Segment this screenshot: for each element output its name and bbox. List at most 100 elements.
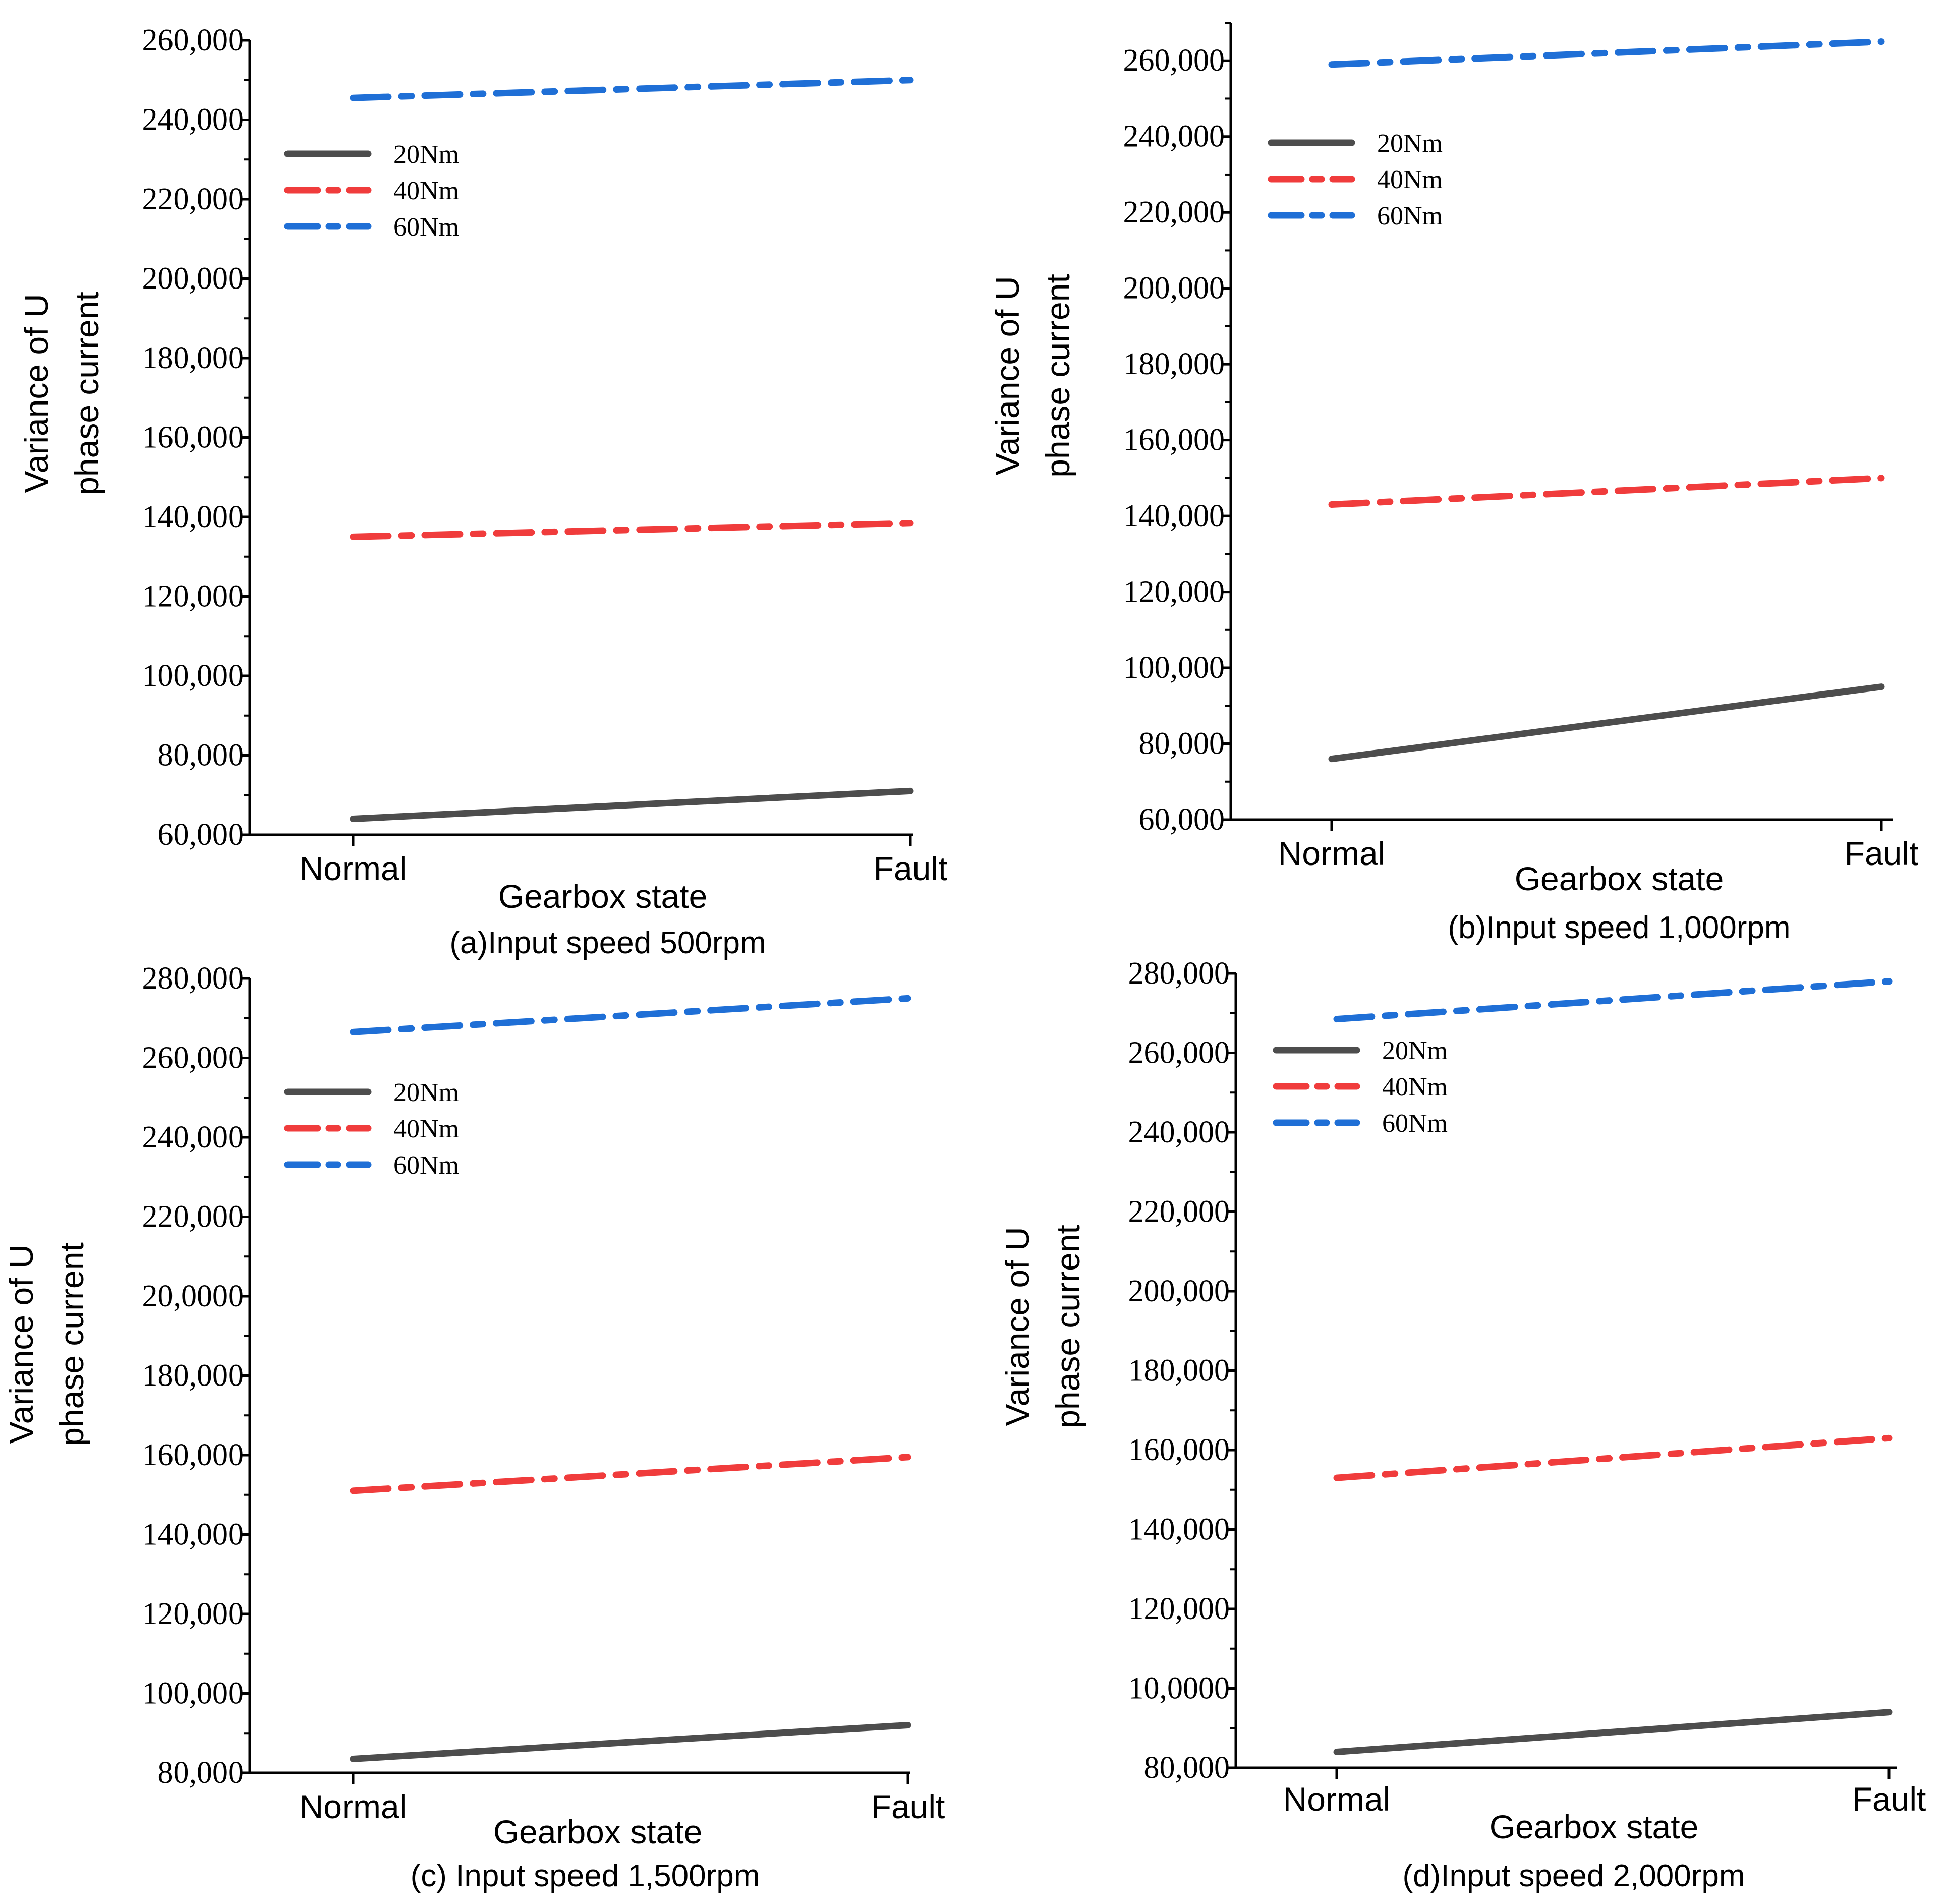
legend-label-40nm: 40Nm xyxy=(1377,165,1443,194)
panel-caption: (d)Input speed 2,000rpm xyxy=(1403,1859,1745,1893)
series-line-20nm xyxy=(1333,1709,1893,1755)
y-tick-label: 240,000 xyxy=(142,103,244,137)
x-tick-label-fault: Fault xyxy=(1845,835,1919,872)
y-tick-label: 10,0000 xyxy=(1128,1671,1230,1706)
y-axis-label-line: Variance of U xyxy=(999,1227,1036,1426)
legend-label-20nm: 20Nm xyxy=(1382,1036,1448,1065)
y-axis-label-line: Variance of U xyxy=(18,294,55,493)
y-tick-label: 220,000 xyxy=(1128,1195,1230,1229)
y-tick-label: 120,000 xyxy=(1123,575,1225,609)
x-axis-label: Gearbox state xyxy=(493,1813,703,1851)
y-axis-label-line: phase current xyxy=(68,292,105,495)
legend-label-40nm: 40Nm xyxy=(1382,1073,1448,1102)
series-line-60nm xyxy=(1333,978,1893,1023)
y-tick-label: 260,000 xyxy=(142,1041,244,1075)
y-axis-label: Variance of U phase current xyxy=(3,1242,90,1446)
x-tick-label-normal: Normal xyxy=(1278,835,1386,872)
y-tick-label: 240,000 xyxy=(142,1120,244,1155)
y-tick-label: 100,000 xyxy=(142,1677,244,1711)
y-tick-label: 280,000 xyxy=(142,961,244,996)
y-tick-label: 280,000 xyxy=(1128,956,1230,991)
y-tick-label: 120,000 xyxy=(142,1597,244,1631)
x-tick-label-normal: Normal xyxy=(300,1788,407,1825)
y-tick-label: 200,000 xyxy=(1128,1274,1230,1308)
y-tick-label: 140,000 xyxy=(142,500,244,534)
legend-label-60nm: 60Nm xyxy=(1382,1109,1448,1138)
legend-label-60nm: 60Nm xyxy=(393,213,459,242)
legend-label-40nm: 40Nm xyxy=(393,1115,459,1143)
series-line-40nm xyxy=(350,1454,911,1494)
y-axis-label-line: phase current xyxy=(1039,274,1076,478)
series-line-60nm xyxy=(1328,38,1885,68)
x-axis-label: Gearbox state xyxy=(1515,860,1724,897)
y-axis-label: Variance of U phase current xyxy=(18,292,105,495)
y-tick-label: 180,000 xyxy=(1128,1354,1230,1388)
y-tick-label: 160,000 xyxy=(142,1438,244,1472)
y-tick-label: 180,000 xyxy=(142,1359,244,1393)
y-tick-label: 200,000 xyxy=(142,262,244,296)
y-tick-label: 20,0000 xyxy=(142,1279,244,1313)
y-tick-label: 80,000 xyxy=(158,1756,244,1790)
y-tick-label: 140,000 xyxy=(142,1518,244,1552)
legend-label-60nm: 60Nm xyxy=(393,1151,459,1180)
y-tick-label: 220,000 xyxy=(1123,195,1225,229)
y-tick-label: 120,000 xyxy=(142,580,244,614)
y-tick-label: 60,000 xyxy=(1139,802,1225,837)
series-line-40nm xyxy=(1333,1434,1893,1481)
y-tick-label: 140,000 xyxy=(1123,499,1225,533)
chart-panel-b: 60,000 80,000 100,000 120,000 140,000 160,000… xyxy=(989,22,1919,945)
y-axis-label: Variance of U phase current xyxy=(999,1225,1086,1428)
series-line-60nm xyxy=(350,995,911,1035)
y-tick-label: 80,000 xyxy=(1144,1751,1230,1785)
x-tick-label-fault: Fault xyxy=(871,1788,945,1825)
y-tick-label: 140,000 xyxy=(1128,1513,1230,1547)
y-tick-label: 120,000 xyxy=(1128,1592,1230,1626)
x-axis-label: Gearbox state xyxy=(498,878,708,915)
panel-caption: (b)Input speed 1,000rpm xyxy=(1448,910,1791,945)
chart-panel-d: 80,000 10,0000 120,000 140,000 160,000 180,00… xyxy=(999,956,1926,1893)
y-tick-label: 220,000 xyxy=(142,182,244,216)
legend-label-20nm: 20Nm xyxy=(1377,129,1443,158)
y-tick-label: 180,000 xyxy=(1123,347,1225,381)
y-axis-label-line: phase current xyxy=(1049,1225,1086,1428)
y-tick-label: 160,000 xyxy=(142,421,244,455)
y-tick-label: 240,000 xyxy=(1128,1115,1230,1149)
y-axis-label: Variance of U phase current xyxy=(989,274,1076,478)
x-tick-label-normal: Normal xyxy=(300,850,407,887)
legend-label-40nm: 40Nm xyxy=(393,177,459,205)
y-tick-label: 100,000 xyxy=(142,659,244,693)
y-tick-label: 80,000 xyxy=(158,738,244,773)
y-tick-label: 100,000 xyxy=(1123,651,1225,685)
y-tick-label: 260,000 xyxy=(1128,1036,1230,1070)
series-line-60nm xyxy=(350,77,914,101)
series-line-40nm xyxy=(1328,475,1885,508)
legend-label-20nm: 20Nm xyxy=(393,1078,459,1107)
y-tick-label: 60,000 xyxy=(158,818,244,852)
y-tick-label: 260,000 xyxy=(142,23,244,57)
y-tick-label: 180,000 xyxy=(142,341,244,375)
x-tick-label-fault: Fault xyxy=(1852,1780,1926,1818)
panel-caption: (a)Input speed 500rpm xyxy=(449,926,766,960)
chart-panel-c: 80,000 100,000 120,000 140,000 160,000 180,00… xyxy=(3,961,945,1893)
legend-label-20nm: 20Nm xyxy=(393,140,459,169)
x-tick-label-fault: Fault xyxy=(874,850,948,887)
y-tick-label: 220,000 xyxy=(142,1200,244,1234)
y-axis-label-line: Variance of U xyxy=(3,1245,40,1444)
y-tick-label: 80,000 xyxy=(1139,727,1225,761)
series-line-20nm xyxy=(350,787,914,822)
y-axis-label-line: Variance of U xyxy=(989,276,1026,476)
chart-panel-a: 60,000 80,000 100,000 120,000 140,000 160,000… xyxy=(18,23,947,960)
legend-label-60nm: 60Nm xyxy=(1377,202,1443,230)
y-axis-label-line: phase current xyxy=(53,1242,90,1446)
y-tick-label: 160,000 xyxy=(1128,1433,1230,1467)
x-tick-label-normal: Normal xyxy=(1283,1780,1391,1818)
series-line-40nm xyxy=(350,520,914,540)
y-tick-label: 240,000 xyxy=(1123,120,1225,154)
y-tick-label: 260,000 xyxy=(1123,43,1225,78)
x-axis-label: Gearbox state xyxy=(1490,1808,1699,1845)
y-tick-label: 160,000 xyxy=(1123,423,1225,457)
panel-caption: (c) Input speed 1,500rpm xyxy=(411,1859,760,1893)
series-line-20nm xyxy=(1328,683,1885,763)
y-tick-label: 200,000 xyxy=(1123,271,1225,306)
